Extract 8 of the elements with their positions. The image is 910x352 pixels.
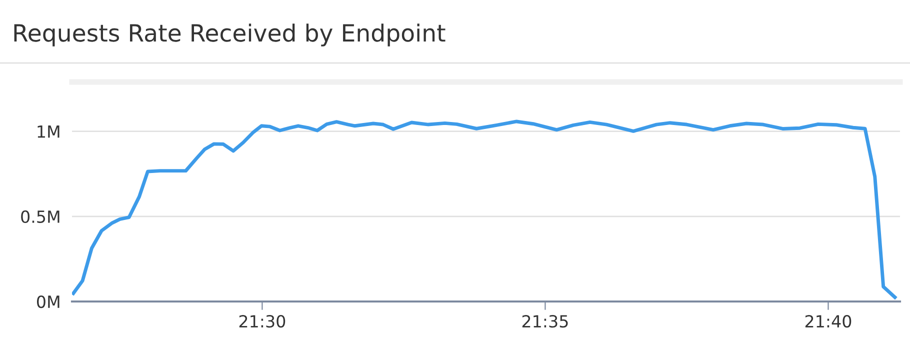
line-series [72,120,897,299]
x-tick-label: 21:35 [522,314,568,328]
y-tick-label: 0M [37,295,60,308]
x-tick-label: 21:40 [805,314,852,328]
y-tick-label: 0.5M [21,210,60,223]
x-tick-label: 21:30 [239,314,286,328]
chart-title: Requests Rate Received by Endpoint [14,24,446,46]
y-tick-label: 1M [38,126,60,138]
